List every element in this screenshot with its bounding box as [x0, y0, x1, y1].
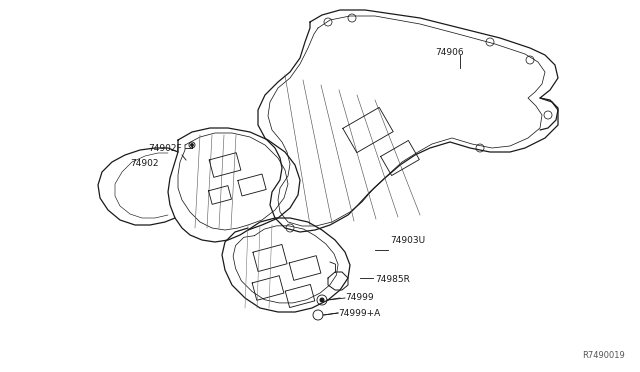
- Text: 74999+A: 74999+A: [338, 308, 380, 317]
- Circle shape: [191, 144, 193, 146]
- Text: 74999: 74999: [345, 294, 374, 302]
- Text: R7490019: R7490019: [582, 351, 625, 360]
- Text: 74903U: 74903U: [390, 235, 425, 244]
- Text: 74906: 74906: [435, 48, 463, 57]
- Circle shape: [320, 298, 324, 302]
- Text: 74902: 74902: [130, 158, 159, 167]
- Text: 74985R: 74985R: [375, 276, 410, 285]
- Text: 74902F: 74902F: [148, 144, 182, 153]
